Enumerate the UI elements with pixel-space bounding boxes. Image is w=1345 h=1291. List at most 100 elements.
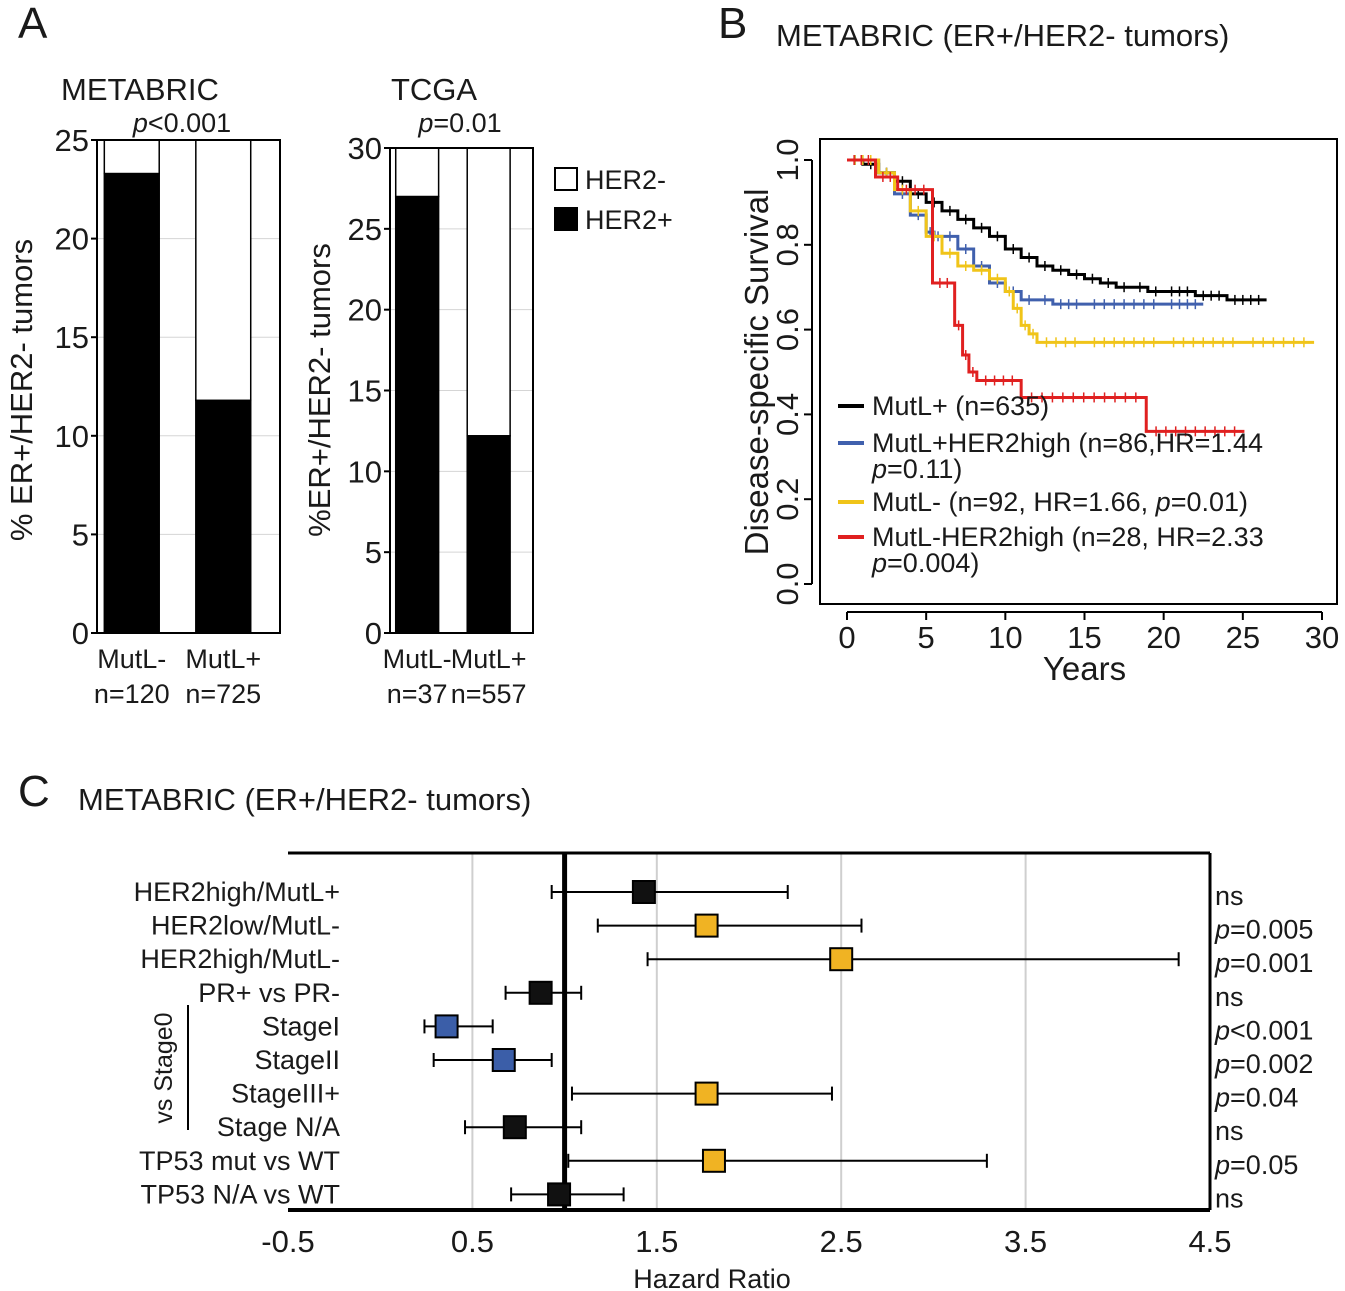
p-value-italic: p — [417, 108, 433, 138]
legend-label: HER2- — [585, 165, 666, 195]
significance-label-italic: p — [1214, 915, 1230, 945]
p-value-italic: p — [132, 108, 148, 138]
p-value: p<0.001 — [132, 108, 231, 138]
x-tick-label: 30 — [1305, 620, 1339, 655]
hr-marker-stagei — [434, 1014, 459, 1039]
x-axis-label: Years — [1043, 650, 1126, 687]
x-tick-label: 0 — [838, 620, 855, 655]
x-tick-label: 4.5 — [1188, 1224, 1231, 1259]
x-tick-label: 20 — [1146, 620, 1180, 655]
y-tick-label: 20 — [55, 222, 89, 257]
x-tick-label: 2.5 — [820, 1224, 863, 1259]
significance-label-italic: p — [1214, 1150, 1230, 1180]
y-tick-label: 0 — [72, 616, 89, 651]
bar-her2-mutl — [195, 139, 252, 402]
category-label: MutL- — [97, 644, 166, 674]
significance-label-rest: =0.002 — [1230, 1049, 1313, 1079]
legend-label-part: MutL- (n=92, HR=1.66, — [872, 487, 1156, 517]
row-label: StageII — [254, 1045, 340, 1075]
legend-label-rest: MutL+HER2high (n=86,HR=1.44 — [872, 428, 1263, 458]
bar-her2-mutl — [394, 147, 440, 198]
x-axis-label: Hazard Ratio — [633, 1264, 791, 1291]
significance-label-italic: p — [1214, 1049, 1230, 1079]
panel-letter-a: A — [18, 0, 48, 48]
legend-label: MutL- (n=92, HR=1.66, p=0.01) — [872, 487, 1248, 517]
significance-label-rest: ns — [1215, 1116, 1244, 1146]
y-tick-label: 15 — [55, 320, 89, 355]
y-tick-label: 1.0 — [770, 138, 805, 181]
legend-label-italic: p — [871, 548, 887, 578]
significance-label-rest: =0.05 — [1230, 1150, 1298, 1180]
row-label: TP53 N/A vs WT — [140, 1179, 340, 1209]
y-tick-label: 0.4 — [770, 393, 805, 436]
significance-label: ns — [1215, 1183, 1244, 1213]
legend-label-part: =0.01) — [1171, 487, 1248, 517]
chart-title: TCGA — [391, 72, 477, 107]
survival-curve-0 — [847, 158, 1267, 302]
significance-label-rest: ns — [1215, 1183, 1244, 1213]
y-tick-label: 25 — [348, 212, 382, 247]
bar-her2-mutl — [103, 172, 160, 634]
y-tick-label: 10 — [55, 419, 89, 454]
legend-label: p=0.11) — [871, 454, 962, 484]
y-tick-label: 30 — [348, 131, 382, 166]
x-tick-label: 3.5 — [1004, 1224, 1047, 1259]
significance-label-italic: p — [1214, 1015, 1230, 1045]
y-axis-label: %ER+/HER2- tumors — [302, 243, 337, 537]
panel-c-title: METABRIC (ER+/HER2- tumors) — [78, 782, 531, 817]
x-tick-label: 10 — [988, 620, 1022, 655]
legend-label-rest: MutL+ (n=635) — [872, 391, 1049, 421]
y-tick-label: 0.8 — [770, 223, 805, 266]
row-label: HER2low/MutL- — [151, 911, 340, 941]
significance-label: p<0.001 — [1214, 1015, 1313, 1045]
y-tick-label: 5 — [72, 517, 89, 552]
plot-frame — [819, 138, 1338, 605]
legend-label-rest: =0.004) — [887, 548, 979, 578]
bar-her2-mutl — [466, 147, 511, 437]
legend-label-italic: p — [871, 454, 887, 484]
row-label: PR+ vs PR- — [198, 978, 340, 1008]
bar-her2-mutl — [195, 399, 252, 634]
significance-label: ns — [1215, 1116, 1244, 1146]
hr-marker-stage-n-a — [502, 1115, 527, 1140]
plot-frame — [96, 139, 281, 634]
legend-label: HER2+ — [585, 205, 673, 235]
panel-letter-b: B — [718, 0, 747, 48]
legend-label-italic: p — [1155, 487, 1171, 517]
significance-label-rest: ns — [1215, 881, 1244, 911]
hr-marker-her2high-mutl- — [829, 947, 854, 972]
y-tick-label: 0.2 — [770, 478, 805, 521]
bar-chart-metabric: MutL-n=120 MutL+ n=725 0 5 10 15 20 25 METABRICp<… — [4, 72, 281, 709]
row-label: TP53 mut vs WT — [139, 1146, 340, 1176]
legend-label-rest: =0.11) — [887, 454, 962, 484]
bar-her2-mutl — [103, 139, 160, 175]
bar-her2-mutl — [466, 435, 511, 634]
category-label: MutL+ — [451, 644, 527, 674]
x-tick-label: 5 — [918, 620, 935, 655]
hr-marker-stageiii- — [694, 1081, 719, 1106]
category-label: MutL- — [383, 644, 452, 674]
category-label: MutL+ — [185, 644, 261, 674]
significance-label-rest: =0.005 — [1230, 915, 1313, 945]
significance-label-italic: p — [1214, 1083, 1230, 1113]
legend-swatch — [554, 207, 578, 231]
bar-her2-mutl — [394, 195, 440, 634]
row-label: HER2high/MutL- — [140, 944, 340, 974]
x-tick-label: 15 — [1067, 620, 1101, 655]
legend-label: MutL+ (n=635) — [872, 391, 1049, 421]
y-tick-label: 10 — [348, 454, 382, 489]
hr-marker-her2high-mutl- — [631, 880, 656, 904]
row-label: StageI — [262, 1011, 340, 1041]
survival-curve-3 — [847, 158, 1245, 433]
y-axis-label: % ER+/HER2- tumors — [4, 239, 39, 541]
hr-marker-tp53-mut-vs-wt — [701, 1148, 726, 1173]
row-label: HER2high/MutL+ — [134, 877, 340, 907]
x-tick-label: 1.5 — [635, 1224, 678, 1259]
y-tick-label: 20 — [348, 293, 382, 328]
y-tick-label: 0 — [365, 616, 382, 651]
row-label: Stage N/A — [217, 1112, 340, 1142]
hr-marker-stageii — [491, 1048, 516, 1072]
significance-label-rest: =0.04 — [1230, 1083, 1298, 1113]
